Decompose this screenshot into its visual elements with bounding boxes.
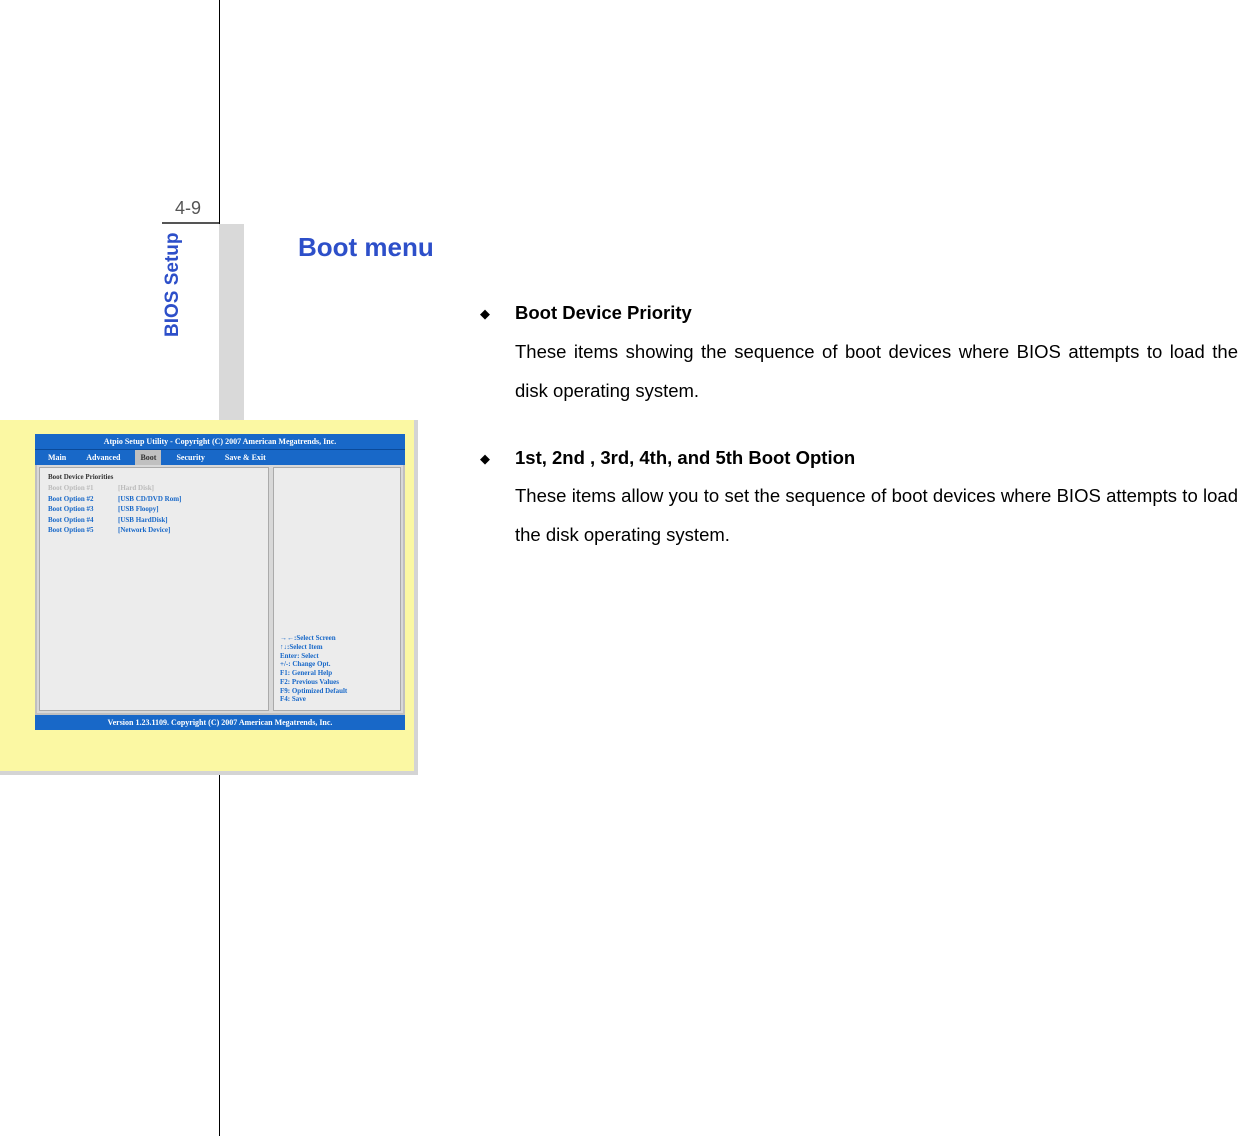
- bios-tab-advanced[interactable]: Advanced: [81, 450, 125, 465]
- bios-option-value: [USB HardDisk]: [118, 515, 168, 526]
- bios-window: Atpio Setup Utility - Copyright (C) 2007…: [35, 434, 405, 734]
- help-line: Enter: Select: [280, 652, 347, 661]
- bullet-item: ◆ 1st, 2nd , 3rd, 4th, and 5th Boot Opti…: [480, 439, 1238, 556]
- bios-option-row[interactable]: Boot Option #5 [Network Device]: [48, 525, 260, 536]
- bios-footer: Version 1.23.1109. Copyright (C) 2007 Am…: [35, 715, 405, 730]
- bios-tab-security[interactable]: Security: [171, 450, 209, 465]
- sidebar-section-label: BIOS Setup: [162, 232, 184, 362]
- bios-screenshot: Atpio Setup Utility - Copyright (C) 2007…: [0, 420, 418, 775]
- bullet-icon: ◆: [480, 439, 515, 556]
- bios-option-row[interactable]: Boot Option #2 [USB CD/DVD Rom]: [48, 494, 260, 505]
- bullet-heading: 1st, 2nd , 3rd, 4th, and 5th Boot Option: [515, 439, 1238, 478]
- help-line: F4: Save: [280, 695, 347, 704]
- bios-options-panel: Boot Device Priorities Boot Option #1 [H…: [39, 467, 269, 711]
- bios-option-label: Boot Option #5: [48, 525, 118, 536]
- bios-tab-boot[interactable]: Boot: [135, 450, 161, 465]
- help-line: →←:Select Screen: [280, 634, 347, 643]
- bios-option-label: Boot Option #4: [48, 515, 118, 526]
- bios-option-value: [Hard Disk]: [118, 483, 154, 494]
- bios-body: Boot Device Priorities Boot Option #1 [H…: [35, 465, 405, 715]
- bios-option-value: [Network Device]: [118, 525, 170, 536]
- bullet-icon: ◆: [480, 294, 515, 411]
- bios-help-text: →←:Select Screen ↑↓:Select Item Enter: S…: [280, 634, 347, 704]
- bios-option-value: [USB Floopy]: [118, 504, 159, 515]
- body-content: ◆ Boot Device Priority These items showi…: [480, 290, 1238, 555]
- page-title: Boot menu: [298, 232, 434, 263]
- bios-option-label: Boot Option #3: [48, 504, 118, 515]
- help-line: F2: Previous Values: [280, 678, 347, 687]
- bios-section-header: Boot Device Priorities: [48, 473, 260, 481]
- bios-titlebar: Atpio Setup Utility - Copyright (C) 2007…: [35, 434, 405, 449]
- bullet-content: 1st, 2nd , 3rd, 4th, and 5th Boot Option…: [515, 439, 1238, 556]
- bios-option-row[interactable]: Boot Option #1 [Hard Disk]: [48, 483, 260, 494]
- bullet-item: ◆ Boot Device Priority These items showi…: [480, 294, 1238, 411]
- page-number-underline: [162, 222, 219, 224]
- bios-help-panel: →←:Select Screen ↑↓:Select Item Enter: S…: [273, 467, 401, 711]
- help-line: ↑↓:Select Item: [280, 643, 347, 652]
- bios-tab-save-exit[interactable]: Save & Exit: [220, 450, 271, 465]
- bios-option-row[interactable]: Boot Option #4 [USB HardDisk]: [48, 515, 260, 526]
- bios-option-label: Boot Option #1: [48, 483, 118, 494]
- bullet-paragraph: These items showing the sequence of boot…: [515, 333, 1238, 411]
- bios-option-label: Boot Option #2: [48, 494, 118, 505]
- bios-option-row[interactable]: Boot Option #3 [USB Floopy]: [48, 504, 260, 515]
- bullet-heading: Boot Device Priority: [515, 294, 1238, 333]
- help-line: +/-: Change Opt.: [280, 660, 347, 669]
- bios-option-value: [USB CD/DVD Rom]: [118, 494, 181, 505]
- help-line: F9: Optimized Default: [280, 687, 347, 696]
- bullet-content: Boot Device Priority These items showing…: [515, 294, 1238, 411]
- help-line: F1: General Help: [280, 669, 347, 678]
- page-number: 4-9: [175, 198, 201, 219]
- bios-tabs: Main Advanced Boot Security Save & Exit: [35, 449, 405, 465]
- bios-tab-main[interactable]: Main: [43, 450, 71, 465]
- bullet-paragraph: These items allow you to set the sequenc…: [515, 477, 1238, 555]
